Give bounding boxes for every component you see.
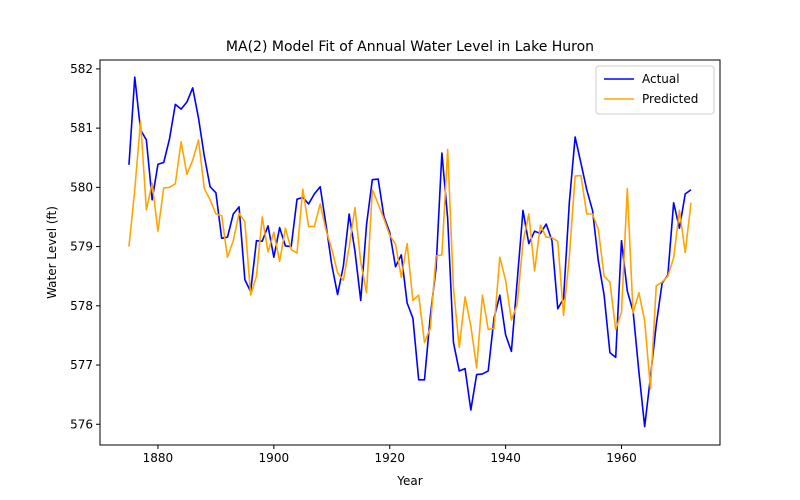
legend: Actual Predicted bbox=[595, 65, 715, 115]
y-tick-label: 578 bbox=[70, 299, 93, 313]
y-tick-label: 576 bbox=[70, 417, 93, 431]
x-tick-label: 1880 bbox=[143, 451, 174, 465]
x-axis: 1880 1900 1920 1940 1960 bbox=[143, 445, 637, 465]
y-axis-label: Water Level (ft) bbox=[45, 206, 59, 299]
y-tick-label: 581 bbox=[70, 121, 93, 135]
x-tick-label: 1900 bbox=[259, 451, 290, 465]
chart-title: MA(2) Model Fit of Annual Water Level in… bbox=[226, 39, 594, 55]
plot-lines bbox=[128, 76, 692, 428]
plot-frame bbox=[99, 59, 721, 446]
y-tick-label: 577 bbox=[70, 358, 93, 372]
x-tick-label: 1960 bbox=[606, 451, 637, 465]
y-tick-label: 579 bbox=[70, 240, 93, 254]
x-tick-label: 1940 bbox=[490, 451, 521, 465]
legend-label-predicted: Predicted bbox=[642, 92, 698, 106]
y-axis: 576 577 578 579 580 581 582 bbox=[70, 62, 100, 431]
y-tick-label: 582 bbox=[70, 62, 93, 76]
x-axis-label: Year bbox=[396, 474, 422, 488]
series-line-predicted bbox=[128, 120, 692, 390]
legend-label-actual: Actual bbox=[642, 72, 680, 86]
x-tick-label: 1920 bbox=[374, 451, 405, 465]
y-tick-label: 580 bbox=[70, 180, 93, 194]
series-line-actual bbox=[128, 76, 692, 428]
legend-box bbox=[595, 65, 715, 115]
